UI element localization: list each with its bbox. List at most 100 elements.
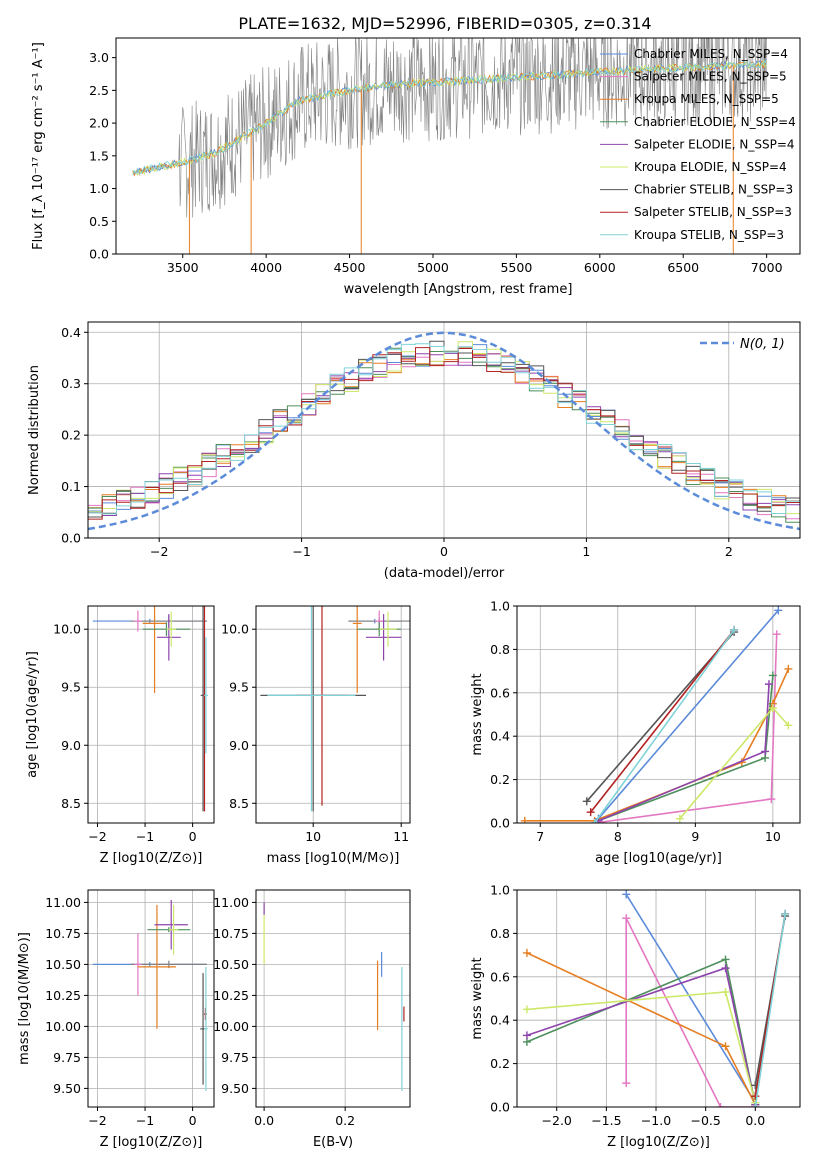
axes-frame xyxy=(255,605,411,824)
x-axis-label: Z [log10(Z/Z⊙)] xyxy=(607,1135,710,1150)
series-point-pink xyxy=(622,1079,631,1088)
y-tick-label: 10.75 xyxy=(213,926,249,941)
y-tick-label: 10.0 xyxy=(221,622,249,637)
x-tick-label: 7000 xyxy=(751,260,783,275)
x-tick-label: −2 xyxy=(88,1113,106,1128)
y-tick-label: 10.25 xyxy=(45,988,81,1003)
series-point-orange xyxy=(784,664,793,673)
legend-label: N(0, 1) xyxy=(740,337,785,352)
series-point-green xyxy=(721,955,730,964)
y-tick-label: 2.0 xyxy=(89,116,109,131)
x-tick-label: 10 xyxy=(305,829,321,844)
series-point-cyan xyxy=(590,819,599,823)
x-tick-label: −0.5 xyxy=(690,1113,720,1128)
series-point-red xyxy=(751,1092,760,1101)
y-tick-label: 0.5 xyxy=(89,214,109,229)
axes-age-vs-Z: −2 −1 0 8.5 9.0 9.5 10.0 Z [log10(Z/Z⊙)] age [lo… xyxy=(25,605,215,866)
y-tick-label: 2.5 xyxy=(89,83,109,98)
y-tick-label: 1.0 xyxy=(490,599,510,614)
x-axis-label: (data-model)/error xyxy=(384,566,505,581)
x-tick-label: 6500 xyxy=(667,260,699,275)
x-tick-label: 5500 xyxy=(500,260,532,275)
series-point-darkgray xyxy=(582,797,591,806)
x-tick-label: 2 xyxy=(725,544,733,559)
y-tick-label: 0.8 xyxy=(490,926,510,941)
series-point-lime xyxy=(522,1005,531,1014)
x-tick-label: 0.0 xyxy=(254,1113,274,1128)
y-tick-label: 9.50 xyxy=(53,1081,81,1096)
plot-area xyxy=(263,902,405,1091)
y-axis-label: mass weight xyxy=(470,957,485,1039)
x-tick-label: 1 xyxy=(582,544,590,559)
x-tick-label: −2 xyxy=(88,829,106,844)
x-tick-label: 5000 xyxy=(417,260,449,275)
x-tick-label: 9 xyxy=(691,829,699,844)
legend-label: Kroupa STELIB, N_SSP=3 xyxy=(634,228,784,242)
axes-age-vs-mass: 10 11 8.5 9.0 9.5 10.0 mass [log10(M/M⊙)] xyxy=(221,605,411,866)
series-point-pink xyxy=(767,795,776,804)
series-line-blue xyxy=(597,609,779,820)
legend-label: Salpeter STELIB, N_SSP=3 xyxy=(634,205,792,219)
x-axis-label: Z [log10(Z/Z⊙)] xyxy=(100,1135,203,1150)
series-point-green xyxy=(768,671,777,680)
series-point-lime xyxy=(721,987,730,996)
series-point-orange xyxy=(522,948,531,957)
x-tick-label: 10 xyxy=(765,829,781,844)
y-axis-label: Flux [f_λ 10⁻¹⁷ erg cm⁻² s⁻¹ A⁻¹] xyxy=(31,42,46,250)
series-point-pink xyxy=(772,630,781,639)
legend-label: Chabrier ELODIE, N_SSP=4 xyxy=(634,115,796,129)
axes-mass-weight-vs-age: 7 8 9 10 0.0 0.2 0.4 0.6 0.8 1.0 age [log10(age/yr… xyxy=(470,599,801,866)
y-tick-label: 11.00 xyxy=(45,895,81,910)
legend-label: Salpeter ELODIE, N_SSP=4 xyxy=(634,137,795,151)
y-tick-label: 10.75 xyxy=(45,926,81,941)
x-tick-label: 4000 xyxy=(250,260,282,275)
legend-label: Chabrier STELIB, N_SSP=3 xyxy=(634,183,793,197)
x-tick-label: −1 xyxy=(136,1113,154,1128)
x-axis-label: E(B-V) xyxy=(313,1135,353,1150)
x-axis-label: wavelength [Angstrom, rest frame] xyxy=(344,282,573,297)
y-tick-label: 0.8 xyxy=(490,642,510,657)
y-tick-label: 11.00 xyxy=(213,895,249,910)
series-line-red xyxy=(590,629,735,813)
plot-area xyxy=(260,606,410,812)
x-tick-label: 0 xyxy=(440,544,448,559)
axes-residuals: −2 −1 0 1 2 0.0 0.1 0.2 0.3 0.4 (data-model)/error… xyxy=(27,321,801,581)
x-axis-label: age [log10(age/yr)] xyxy=(595,851,722,866)
histogram-cyan xyxy=(88,343,800,515)
y-tick-label: 10.00 xyxy=(45,1019,81,1034)
y-axis-label: Normed distribution xyxy=(27,365,42,495)
y-tick-label: 9.0 xyxy=(229,738,249,753)
series-point-purple xyxy=(761,747,770,756)
y-tick-label: 0.3 xyxy=(61,376,81,391)
axes-frame xyxy=(516,889,801,1108)
figure-title: PLATE=1632, MJD=52996, FIBERID=0305, z=0… xyxy=(238,14,651,33)
y-tick-label: 0.0 xyxy=(61,531,81,546)
series-point-lime xyxy=(768,703,777,712)
plots: 3500 4000 4500 5000 5500 6000 6500 70000.00.51.… xyxy=(17,37,801,1150)
series-point-cyan xyxy=(751,1103,760,1107)
y-tick-label: 0.4 xyxy=(61,325,81,340)
y-tick-label: 0.4 xyxy=(490,729,510,744)
series-point-lime xyxy=(784,721,793,730)
y-tick-label: 9.50 xyxy=(221,1081,249,1096)
y-tick-label: 3.0 xyxy=(89,50,109,65)
x-tick-label: −1.0 xyxy=(641,1113,671,1128)
series-line-purple xyxy=(526,967,757,1105)
plot-area xyxy=(520,606,793,823)
x-tick-label: 8 xyxy=(614,829,622,844)
series-point-cyan xyxy=(781,909,790,918)
x-tick-label: −2.0 xyxy=(542,1113,572,1128)
y-tick-label: 1.0 xyxy=(89,181,109,196)
x-tick-label: 6000 xyxy=(584,260,616,275)
x-tick-label: −1 xyxy=(136,829,154,844)
y-tick-label: 0.6 xyxy=(490,685,510,700)
y-tick-label: 0.0 xyxy=(89,247,109,262)
y-tick-label: 1.0 xyxy=(490,883,510,898)
y-tick-label: 0.6 xyxy=(490,969,510,984)
y-tick-label: 10.50 xyxy=(213,957,249,972)
y-axis-label: age [log10(age/yr)] xyxy=(25,651,40,778)
y-tick-label: 0.2 xyxy=(490,772,510,787)
series-line-cyan xyxy=(593,629,735,823)
y-tick-label: 0.0 xyxy=(490,1100,510,1115)
